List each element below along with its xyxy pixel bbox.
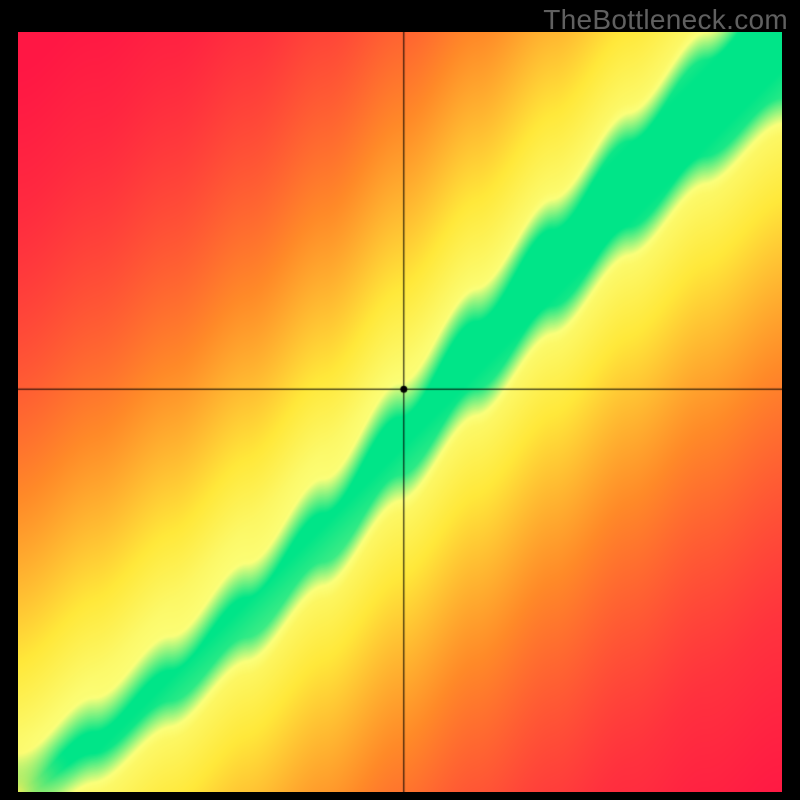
chart-frame: TheBottleneck.com (0, 0, 800, 800)
bottleneck-heatmap (18, 32, 782, 792)
heatmap-canvas (18, 32, 782, 792)
